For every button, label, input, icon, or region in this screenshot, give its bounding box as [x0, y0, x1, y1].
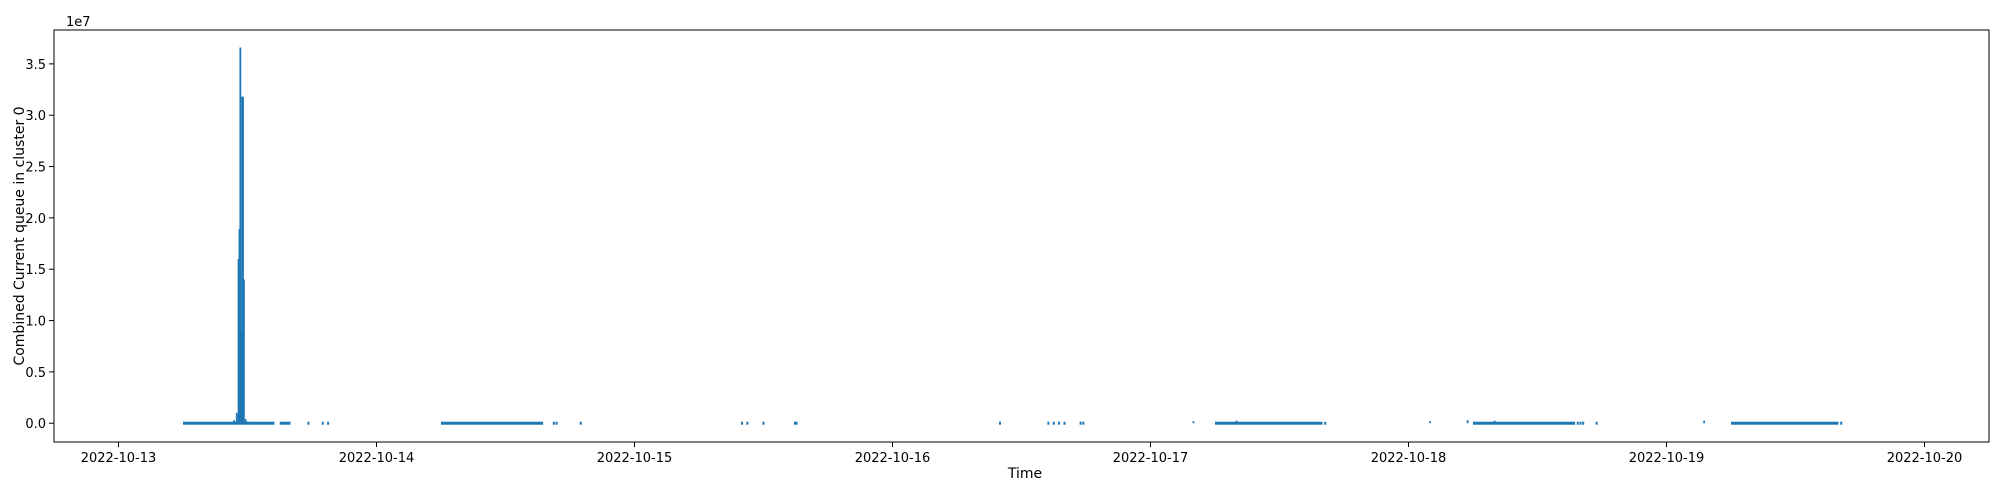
x-axis-label: Time — [1007, 466, 1042, 482]
x-tick-label: 2022-10-15 — [597, 451, 673, 466]
series-point — [1582, 421, 1585, 425]
series-point — [1840, 421, 1843, 425]
y-tick-label: 3.5 — [25, 58, 46, 73]
series-point — [321, 421, 324, 425]
series-segment — [793, 421, 798, 425]
series-point — [999, 421, 1001, 425]
x-axis-ticks: 2022-10-13 2022-10-14 2022-10-15 2022-10-16… — [81, 442, 1963, 466]
series-point — [1082, 421, 1085, 425]
series-point — [1079, 421, 1082, 425]
series-point — [1063, 421, 1066, 425]
y-tick-label: 3.0 — [25, 109, 46, 124]
x-tick-label: 2022-10-19 — [1629, 451, 1705, 466]
y-tick-label: 2.5 — [25, 161, 46, 176]
series-point — [741, 421, 743, 425]
y-axis-label: Combined Current queue in cluster 0 — [12, 106, 28, 365]
series-segment — [1215, 421, 1323, 425]
series-point — [1047, 421, 1050, 425]
x-tick-label: 2022-10-20 — [1887, 451, 1963, 466]
series-point — [1058, 421, 1061, 425]
series-segment — [441, 421, 544, 425]
y-axis-ticks: 0.0 0.5 1.0 1.5 2.0 2.5 3.0 3.5 — [25, 58, 54, 432]
x-tick-label: 2022-10-17 — [1113, 451, 1189, 466]
y-tick-label: 0.5 — [25, 366, 46, 381]
data-series — [183, 47, 1843, 425]
plot-area — [54, 30, 1989, 442]
series-segment — [279, 421, 291, 425]
y-tick-label: 2.0 — [25, 212, 46, 227]
y-offset-text: 1e7 — [66, 15, 91, 30]
series-point — [307, 421, 310, 425]
series-point — [1595, 421, 1598, 425]
x-tick-label: 2022-10-13 — [81, 451, 157, 466]
series-segment — [183, 421, 275, 425]
series-point — [579, 421, 582, 425]
series-point — [555, 421, 558, 425]
series-point — [762, 421, 765, 425]
series-point — [1324, 421, 1327, 425]
series-segment — [1473, 421, 1576, 425]
plot-frame — [53, 29, 1990, 443]
x-tick-label: 2022-10-14 — [339, 451, 415, 466]
series-segment — [1731, 421, 1839, 425]
series-point — [1579, 421, 1582, 425]
series-point — [327, 421, 330, 425]
x-tick-label: 2022-10-18 — [1371, 451, 1447, 466]
y-tick-label: 0.0 — [25, 417, 46, 432]
series-point — [1576, 421, 1579, 425]
series-point — [552, 421, 555, 425]
x-tick-label: 2022-10-16 — [855, 451, 931, 466]
y-tick-label: 1.0 — [25, 315, 46, 330]
series-point — [746, 421, 749, 425]
series-point — [1052, 421, 1055, 425]
y-tick-label: 1.5 — [25, 263, 46, 278]
